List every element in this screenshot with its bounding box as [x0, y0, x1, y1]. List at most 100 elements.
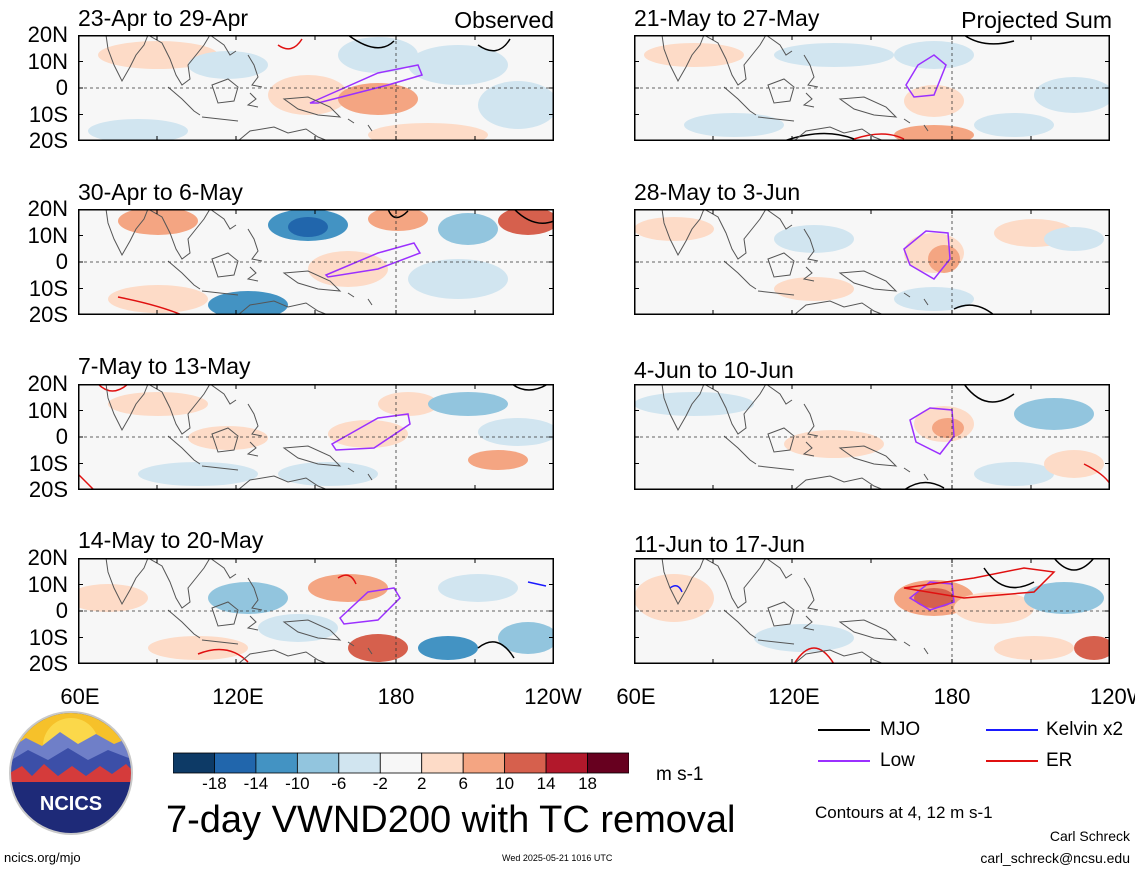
y-tick-label: 10S [28, 624, 68, 650]
anomaly-shade [418, 636, 478, 660]
contour-note: Contours at 4, 12 m s-1 [815, 803, 993, 822]
legend-label-er: ER [1046, 750, 1073, 771]
colorbar-swatch [379, 752, 423, 774]
anomaly-shade [1044, 227, 1104, 251]
colorbar-tick: 2 [416, 774, 427, 793]
colorbar-swatch [504, 752, 547, 774]
contour-low [324, 242, 422, 278]
contour-low [339, 587, 401, 625]
coastlines [661, 35, 929, 141]
anomaly-shade [368, 209, 428, 231]
panel-title-left-2: 30-Apr to 6-May [78, 179, 243, 205]
colorbar-tick: -18 [202, 774, 227, 793]
anomaly-shade [498, 209, 554, 235]
y-tick-label: 20N [27, 196, 68, 221]
projected-label: Projected Sum [961, 7, 1112, 33]
anomaly-shade [258, 614, 338, 642]
y-tick-label: 0 [55, 598, 68, 623]
colorbar-tick: -2 [372, 774, 388, 793]
colorbar-tick: -6 [331, 774, 347, 793]
y-tick-label: 20N [27, 371, 68, 396]
anomaly-shade [408, 45, 508, 85]
anomaly-shade [468, 450, 528, 470]
contour-mjo [783, 132, 855, 141]
map-panel-left-1 [78, 35, 554, 141]
panel-title-right-1: 21-May to 27-May [634, 5, 820, 31]
colorbar-swatch [255, 752, 298, 774]
anomaly-shade [904, 85, 964, 117]
anomaly-shade [1034, 77, 1110, 113]
panel-title-right-3: 4-Jun to 10-Jun [634, 357, 794, 383]
anomaly-shade [974, 462, 1054, 486]
map-panel-left-2 [78, 209, 554, 315]
anomaly-shade [754, 624, 854, 652]
y-tick-label: 10S [28, 101, 68, 127]
anomaly-shade [932, 418, 964, 438]
contour-mjo [511, 384, 549, 391]
contour-low [903, 230, 951, 280]
anomaly-shade [78, 584, 148, 612]
anomaly-shade [774, 225, 854, 253]
contour-er [337, 574, 357, 585]
anomaly-shade [378, 392, 438, 416]
coastlines [105, 384, 373, 490]
coastlines [105, 558, 373, 664]
contour-mjo [347, 35, 395, 49]
author-name: Carl Schreck [1049, 828, 1130, 844]
contour-mjo [1053, 558, 1095, 571]
panel-title-left-4: 14-May to 20-May [78, 527, 264, 553]
map-panel-left-3 [78, 384, 554, 490]
y-tick-label: 0 [55, 424, 68, 449]
y-tick-label: 0 [55, 75, 68, 100]
figure-title: 7-day VWND200 with TC removal [166, 799, 736, 841]
contour-kelvin [669, 585, 683, 593]
anomaly-shade [338, 37, 418, 73]
contour-mjo [513, 209, 554, 224]
map-panel-right-2 [634, 209, 1110, 315]
anomaly-shade [1074, 636, 1110, 660]
y-tick-label: 20S [28, 651, 68, 676]
legend-label-low: Low [880, 750, 915, 771]
anomaly-shade [1044, 450, 1104, 478]
anomaly-shade [634, 217, 714, 241]
anomaly-shade [98, 41, 218, 69]
contour-mjo [963, 384, 1015, 403]
x-tick-120w-left: 120W [524, 684, 582, 709]
contour-low [330, 413, 411, 451]
anomaly-shade [338, 83, 418, 115]
colorbar-swatch [587, 752, 629, 774]
anomaly-shade [954, 592, 1034, 624]
anomaly-shade [148, 636, 248, 660]
x-tick-120e-right: 120E [768, 684, 820, 709]
anomaly-shade [368, 123, 488, 141]
coastlines [661, 558, 929, 664]
y-tick-label: 10N [27, 222, 68, 248]
anomaly-shade [684, 113, 784, 137]
x-tick-120e-left: 120E [212, 684, 264, 709]
contour-er [97, 384, 129, 392]
panel-title-right-4: 11-Jun to 17-Jun [634, 531, 805, 557]
colorbar-tick: -14 [243, 774, 269, 793]
y-tick-label: 20N [27, 22, 68, 47]
y-tick-label: 10N [27, 397, 68, 423]
contour-mjo [903, 481, 945, 490]
y-tick-label: 20S [28, 302, 68, 327]
colorbar-tick: 10 [495, 774, 515, 793]
map-panel-right-3 [634, 384, 1110, 490]
coastlines [105, 35, 373, 141]
contour-low [905, 54, 947, 98]
anomaly-shade [288, 217, 328, 237]
colorbar-tick: 14 [536, 774, 556, 793]
anomaly-shade [1024, 582, 1104, 614]
observed-label: Observed [454, 7, 554, 33]
contour-mjo [963, 35, 1015, 45]
site-url: ncics.org/mjo [4, 850, 81, 865]
legend-line-er [986, 760, 1038, 762]
panel-title-left-1: 23-Apr to 29-Apr [78, 5, 249, 31]
contour-er [793, 647, 835, 664]
contour-kelvin [527, 581, 547, 587]
coastlines [105, 209, 373, 315]
author-email: carl_schreck@ncsu.edu [980, 850, 1130, 866]
anomaly-shade [348, 634, 408, 662]
anomaly-shade [108, 285, 208, 313]
